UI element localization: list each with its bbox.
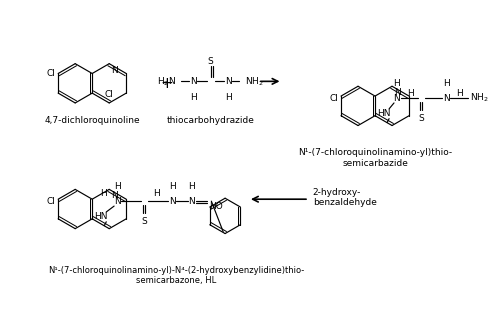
Text: N: N [114,197,120,206]
Text: H: H [100,189,107,198]
Text: N: N [111,66,118,75]
Text: S: S [208,57,214,66]
Text: HO: HO [210,202,223,211]
Text: H: H [442,79,450,88]
Text: H$_2$N: H$_2$N [158,75,176,88]
Text: H: H [168,182,175,191]
Text: HN: HN [378,109,391,118]
Text: N: N [168,197,175,206]
Text: +: + [160,76,173,91]
Text: 2-hydroxy-
benzaldehyde: 2-hydroxy- benzaldehyde [313,188,376,207]
Text: Cl: Cl [46,69,55,78]
Text: N: N [442,94,450,103]
Text: N¹-(7-chloroquinolinamino-yl)thio-
semicarbazide: N¹-(7-chloroquinolinamino-yl)thio- semic… [298,148,452,167]
Text: H: H [188,182,195,191]
Text: S: S [418,114,424,123]
Text: NH$_2$: NH$_2$ [245,75,264,88]
Text: 4,7-dichloroquinoline: 4,7-dichloroquinoline [44,116,140,125]
Text: N: N [190,77,196,86]
Text: N: N [188,197,195,206]
Text: H: H [407,89,414,98]
Text: N: N [394,88,401,97]
Text: H: H [114,182,120,191]
Text: H: H [190,93,196,102]
Text: H: H [154,189,160,198]
Text: Cl: Cl [329,94,338,103]
Text: Cl: Cl [46,197,55,206]
Text: Cl: Cl [105,90,114,99]
Text: N: N [111,191,118,200]
Text: NH$_2$: NH$_2$ [470,92,488,104]
Text: S: S [142,217,148,226]
Text: N: N [225,77,232,86]
Text: H: H [225,93,232,102]
Text: thiocarbohydrazide: thiocarbohydrazide [167,116,254,125]
Text: HN: HN [94,212,108,221]
Text: H: H [394,79,400,88]
Text: H: H [456,89,462,98]
Text: N¹-(7-chloroquinolinamino-yl)-N⁴-(2-hydroxybenzylidine)thio-
semicarbazone, HL: N¹-(7-chloroquinolinamino-yl)-N⁴-(2-hydr… [48,266,304,286]
Text: N: N [394,94,400,103]
